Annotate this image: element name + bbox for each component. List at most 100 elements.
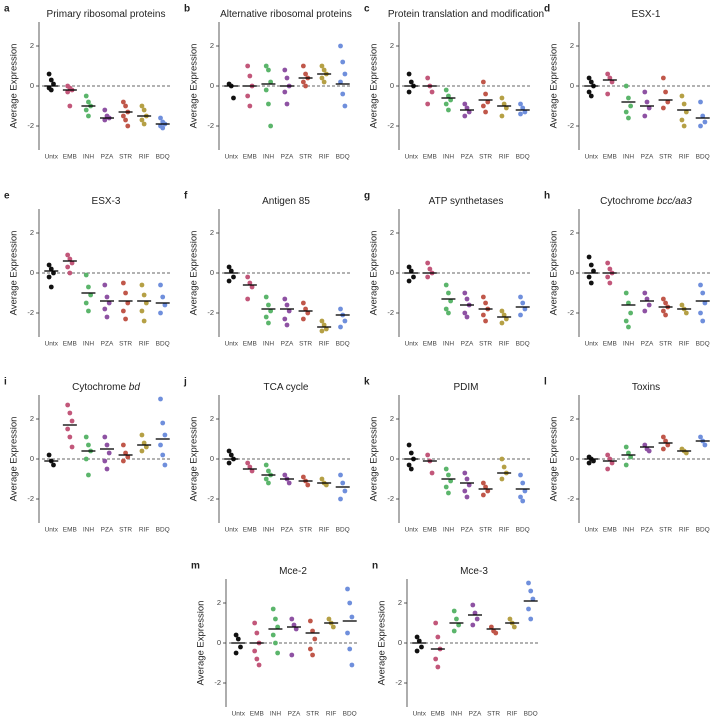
data-point [268,308,274,314]
panel: k PDIM Average Expression -2 0 2 Untx EMB INH PZA… [364,377,532,534]
data-point [282,89,288,95]
data-point [51,270,56,276]
data-point [266,468,271,474]
data-point [443,282,449,288]
panel: h Cytochrome bcc/aa3 Average Expression -2 0… [544,191,712,348]
panel-title: Cytochrome bd [72,382,140,393]
data-point [326,616,332,622]
title-text: PDIM [454,382,479,393]
data-point [319,75,325,81]
data-point [342,71,348,77]
data-point [345,586,350,592]
data-point [141,107,147,113]
x-tick-label: EMB [603,527,617,534]
x-tick-label: EMB [63,341,77,348]
data-point [338,472,343,478]
data-point [141,318,147,324]
data-point [480,79,486,85]
data-point [660,308,666,314]
data-point [141,292,147,298]
data-point [446,472,451,478]
x-tick-label: PZA [281,527,294,534]
panel-title: Cytochrome bcc/aa3 [600,196,692,207]
data-point [480,492,486,498]
data-point [411,274,416,280]
data-point [520,300,526,306]
data-point [448,97,454,103]
panel-title: Toxins [632,382,660,393]
data-point [425,274,431,280]
data-point [642,113,648,119]
x-tick-label: BDQ [343,711,357,716]
x-tick-label: RIF [499,154,510,161]
data-point [520,480,526,486]
data-point [462,310,468,316]
data-point [123,290,128,296]
data-point [646,105,652,111]
data-point [247,464,253,470]
data-point [698,434,703,440]
data-point [120,113,126,119]
data-point [408,450,414,456]
data-point [462,290,468,296]
panel-label: l [544,377,547,388]
title-text: ESX-3 [92,196,121,207]
data-point [679,93,685,99]
panel-title: ESX-1 [632,9,661,20]
data-point [102,306,108,312]
data-point [660,75,666,81]
x-tick-label: EMB [63,527,77,534]
data-point [681,101,687,107]
data-point [83,300,89,306]
data-point [254,656,260,662]
data-point [642,308,648,314]
data-point [518,101,523,107]
data-point [499,95,505,101]
data-point [51,81,56,87]
x-tick-label: Untx [585,527,599,534]
x-tick-label: BDQ [696,341,710,348]
data-point [462,101,468,107]
x-tick-label: EMB [243,341,257,348]
data-point [499,456,505,462]
data-point [518,294,523,300]
title-text: Alternative ribosomal proteins [220,9,352,20]
panel-label: n [372,561,378,572]
x-tick-label: PZA [461,341,474,348]
panel-title: PDIM [454,382,479,393]
data-point [408,79,414,85]
data-point [158,282,163,288]
data-point [451,608,457,614]
panel: l Toxins Average Expression -2 0 2 Untx EMB INH P… [544,377,712,534]
data-point [488,624,494,630]
data-point [51,462,56,468]
data-point [607,456,613,462]
data-point [470,602,476,608]
data-point [483,91,488,97]
data-point [249,468,255,474]
data-point [435,664,441,670]
data-point [67,103,73,109]
data-point [660,105,666,111]
x-tick-label: BDQ [524,711,538,716]
y-tick-label: 2 [210,41,214,50]
x-tick-label: PZA [641,527,654,534]
data-point [158,396,163,402]
data-point [605,274,611,280]
data-point [443,306,449,312]
x-tick-label: Untx [405,154,419,161]
data-point [607,75,613,81]
title-text: TCA cycle [263,382,308,393]
data-point [429,470,435,476]
data-point [349,662,355,668]
data-point [518,111,523,117]
data-point [263,63,269,69]
panel-label: m [191,561,200,572]
panel-label: e [4,191,10,202]
data-point [628,310,634,316]
data-point [663,438,668,444]
data-point [530,596,536,602]
data-point [483,109,488,115]
data-point [464,494,470,500]
x-tick-label: STR [659,341,672,348]
